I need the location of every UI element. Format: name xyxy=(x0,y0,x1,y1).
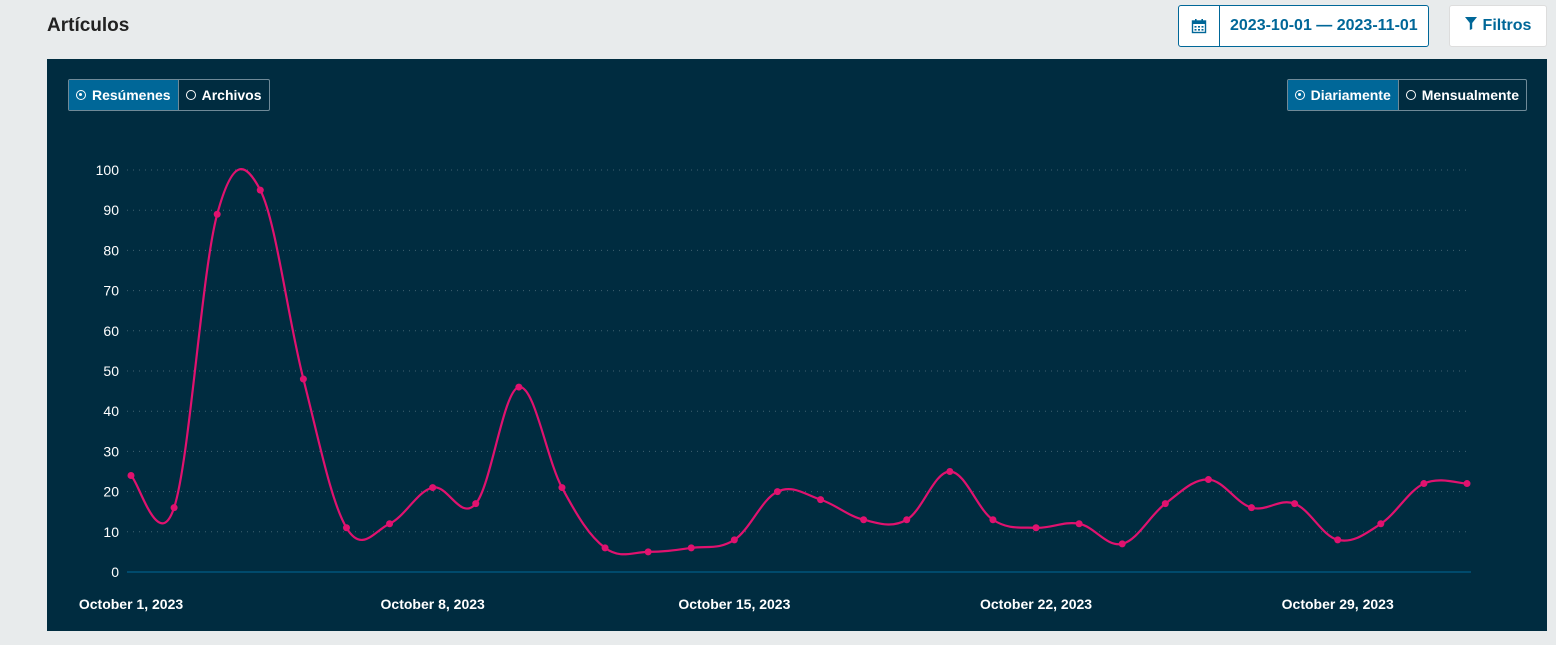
x-tick-label: October 8, 2023 xyxy=(381,596,485,612)
data-point xyxy=(1032,524,1040,532)
toggle-mensualmente[interactable]: Mensualmente xyxy=(1397,80,1526,110)
y-tick-label: 10 xyxy=(103,524,119,540)
radio-selected-icon xyxy=(1294,90,1305,100)
radio-unselected-icon xyxy=(1405,90,1416,100)
data-point xyxy=(127,472,135,480)
y-tick-label: 70 xyxy=(103,283,119,299)
radio-unselected-icon xyxy=(185,90,196,100)
type-toggle: Resúmenes Archivos xyxy=(68,79,270,111)
interval-toggle: Diariamente Mensualmente xyxy=(1286,79,1527,111)
data-point xyxy=(558,484,566,492)
x-tick-label: October 15, 2023 xyxy=(678,596,790,612)
data-point xyxy=(860,516,868,524)
data-point xyxy=(1118,540,1126,548)
y-tick-label: 80 xyxy=(103,242,119,258)
series-line xyxy=(130,168,1468,556)
date-range-label: 2023-10-01 — 2023-11-01 xyxy=(1230,17,1418,34)
y-tick-label: 20 xyxy=(103,484,119,500)
data-point xyxy=(817,496,825,504)
data-point xyxy=(1248,504,1256,512)
toggle-archivos-label: Archivos xyxy=(201,87,262,103)
data-point xyxy=(256,186,264,194)
data-point xyxy=(1334,536,1342,544)
stats-panel: Resúmenes Archivos Diariamente Mensualme… xyxy=(47,59,1547,631)
data-point xyxy=(946,468,954,475)
data-point xyxy=(989,516,997,524)
data-point xyxy=(1420,480,1428,488)
y-tick-label: 40 xyxy=(103,403,119,419)
toggle-mensualmente-label: Mensualmente xyxy=(1421,87,1519,103)
toggle-resumenes[interactable]: Resúmenes xyxy=(69,80,178,110)
x-tick-label: October 22, 2023 xyxy=(980,596,1092,612)
data-point xyxy=(299,375,307,383)
data-point xyxy=(472,500,480,508)
page-title: Artículos xyxy=(47,15,130,36)
data-point xyxy=(1291,500,1299,508)
toggle-diariamente[interactable]: Diariamente xyxy=(1287,80,1398,110)
toggle-resumenes-label: Resúmenes xyxy=(92,87,171,103)
y-tick-label: 90 xyxy=(103,202,119,218)
calendar-icon xyxy=(1179,6,1220,46)
data-point xyxy=(170,504,178,512)
data-point xyxy=(730,536,738,544)
data-point xyxy=(773,488,781,496)
radio-selected-icon xyxy=(76,90,86,100)
y-tick-label: 50 xyxy=(103,363,119,379)
data-point xyxy=(342,524,350,532)
y-tick-label: 100 xyxy=(96,162,120,178)
data-point xyxy=(1377,520,1385,528)
x-tick-label: October 1, 2023 xyxy=(79,596,183,612)
data-point xyxy=(1463,480,1471,488)
data-point xyxy=(687,544,695,552)
data-point xyxy=(903,516,911,524)
y-tick-label: 60 xyxy=(103,323,119,339)
y-tick-label: 0 xyxy=(111,564,119,580)
data-point xyxy=(601,544,609,552)
date-range-picker[interactable]: 2023-10-01 — 2023-11-01 xyxy=(1178,5,1429,47)
data-point xyxy=(386,520,394,528)
data-point xyxy=(429,484,437,492)
toggle-archivos[interactable]: Archivos xyxy=(177,80,269,110)
data-point xyxy=(1161,500,1169,508)
y-tick-label: 30 xyxy=(103,443,119,459)
filters-button[interactable]: Filtros xyxy=(1449,5,1547,47)
data-point xyxy=(213,210,221,218)
toggle-diariamente-label: Diariamente xyxy=(1310,87,1391,103)
line-chart: 0 10 20 30 40 50 60 70 80 90 100 October 1, 2023 Oct… xyxy=(79,162,1471,612)
data-point xyxy=(644,548,652,556)
data-point xyxy=(1204,476,1212,484)
data-point xyxy=(515,383,523,391)
x-tick-label: October 29, 2023 xyxy=(1282,596,1394,612)
filter-icon xyxy=(1464,17,1477,35)
filters-label: Filtros xyxy=(1482,17,1532,34)
data-point xyxy=(1075,520,1083,528)
